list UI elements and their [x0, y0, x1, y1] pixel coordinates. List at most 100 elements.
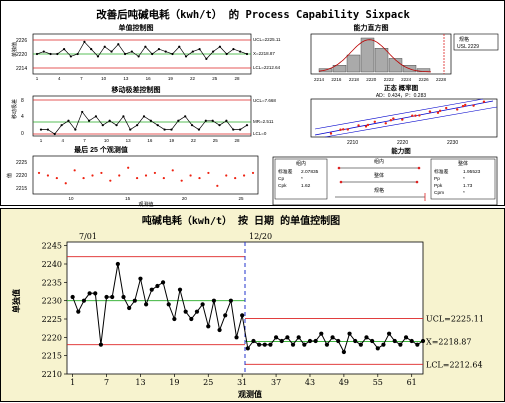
data-point-10: [127, 305, 132, 311]
ichart-ylabel: 单独值: [11, 42, 18, 57]
ichart-xticks: 1 4 7 10 13 16 19 22 25 28: [36, 76, 240, 81]
point-9: [96, 55, 100, 58]
data-point-26: [217, 327, 222, 333]
point-22: [184, 55, 188, 58]
prob-point-9: [389, 119, 393, 122]
data-point-19: [177, 287, 183, 292]
point-8: [90, 48, 93, 51]
within-stats-rows: 标准差 2.07835 Cp * Cpk 1.62: [278, 168, 319, 189]
sixpack-svg: 改善后吨碱电耗（kwh/t） 的 Process Capability Sixp…: [6, 8, 499, 208]
data-point-3: [87, 291, 92, 296]
probplot-title: 正态 概率图: [384, 83, 419, 92]
data-point-36: [273, 335, 279, 340]
data-point-60: [409, 338, 414, 344]
point-20: [171, 52, 174, 56]
prob-point-19: [456, 108, 459, 111]
capability-title: 能力图: [391, 146, 411, 155]
data-point-16: [160, 280, 166, 285]
point-4: [73, 169, 76, 172]
data-point-8: [115, 261, 120, 267]
point-12: [117, 43, 120, 46]
data-point-24: [206, 324, 211, 329]
process-capability-sixpack: 改善后吨碱电耗（kwh/t） 的 Process Capability Sixp…: [0, 0, 505, 208]
stat-value-0: 1.95523: [463, 169, 481, 175]
point-27: [225, 119, 228, 122]
prob-point-17: [438, 109, 442, 113]
stat-key-2: Cpk: [278, 183, 287, 189]
hist-bar-5: [388, 58, 403, 73]
point-10: [103, 45, 106, 48]
data-point-18: [172, 316, 177, 322]
xtick-3: 25: [238, 196, 244, 201]
xtick-6: 19: [169, 138, 175, 143]
probplot-points: [329, 100, 486, 135]
data-point-57: [392, 338, 397, 344]
point-22: [234, 176, 237, 180]
capability-overall-start: [339, 180, 343, 184]
ichart-ytick-1: 2220: [16, 52, 27, 58]
prob-point-22: [472, 104, 475, 107]
data-point-9: [121, 294, 126, 300]
xtick-0: 10: [68, 196, 74, 201]
mrchart-ytick-2: 0: [21, 131, 24, 137]
data-point-12: [138, 276, 143, 281]
data-point-7: [110, 294, 115, 300]
point-13: [123, 52, 127, 56]
xtick-3: 10: [101, 76, 107, 81]
ytick-label-3: 2225: [42, 315, 62, 324]
main-lcl-label: LCL=2212.64: [426, 360, 483, 369]
xtick-5: 16: [146, 76, 152, 81]
point-1: [46, 128, 49, 131]
prob-point-12: [411, 114, 414, 117]
prob-point-14: [418, 114, 421, 117]
mrchart-frame: [32, 95, 252, 137]
xtick-0: 1: [36, 76, 39, 81]
prob-point-1: [339, 128, 342, 131]
prob-point-15: [428, 110, 432, 113]
main-series-points: [70, 261, 426, 355]
data-point-21: [189, 316, 194, 322]
last25-xticks: 10 15 20 25: [68, 196, 244, 201]
point-1: [42, 50, 45, 53]
ichart-panel: 单值控制图 2226 2220 2214 单独值 UCL=2225.11 X=2…: [11, 23, 281, 81]
data-point-5: [98, 342, 104, 347]
data-point-62: [420, 338, 426, 344]
last25-ytick-1: 2220: [16, 173, 27, 179]
histogram-panel: 能力直方图 2214 2216 2218 2220 2222 2224 2226 2228 规…: [310, 23, 499, 82]
last25-ytick-2: 2215: [16, 186, 27, 192]
data-point-37: [279, 338, 284, 344]
data-point-23: [200, 302, 205, 307]
prob-point-5: [364, 125, 368, 128]
ichart-points: [35, 40, 249, 60]
stat-value-1: *: [463, 176, 465, 182]
ichart-mean-label: X=2218.87: [253, 51, 275, 56]
data-point-32: [251, 338, 256, 344]
point-17: [189, 174, 192, 177]
xtick-2: 7: [83, 138, 86, 143]
data-point-2: [81, 298, 87, 303]
mrchart-ytick-0: 8: [21, 98, 24, 104]
ytick-label-2: 2220: [42, 333, 62, 342]
data-point-1: [76, 309, 81, 314]
point-6: [81, 110, 84, 114]
prob-point-13: [414, 114, 417, 117]
probplot-upper-band: [314, 98, 484, 130]
point-21: [225, 174, 228, 177]
xtick-label-7: 43: [305, 378, 315, 387]
main-mean-label: X=2218.87: [426, 337, 471, 346]
main-ucl-label: UCL=2225.11: [426, 315, 484, 324]
last25-ylabel: 值: [6, 173, 13, 178]
data-point-22: [194, 309, 200, 314]
prob-point-11: [401, 118, 404, 121]
histogram-spec-box: [453, 33, 499, 51]
xtick-2: 20: [182, 196, 188, 201]
hist-bar-1: [332, 64, 347, 73]
point-14: [130, 50, 133, 53]
point-5: [82, 176, 85, 180]
point-29: [239, 128, 242, 131]
xtick-label-6: 37: [271, 378, 281, 387]
mrchart-lcl-label: LCL=0: [253, 131, 267, 136]
point-25: [205, 57, 208, 60]
point-3: [64, 182, 67, 185]
point-2: [53, 132, 56, 136]
